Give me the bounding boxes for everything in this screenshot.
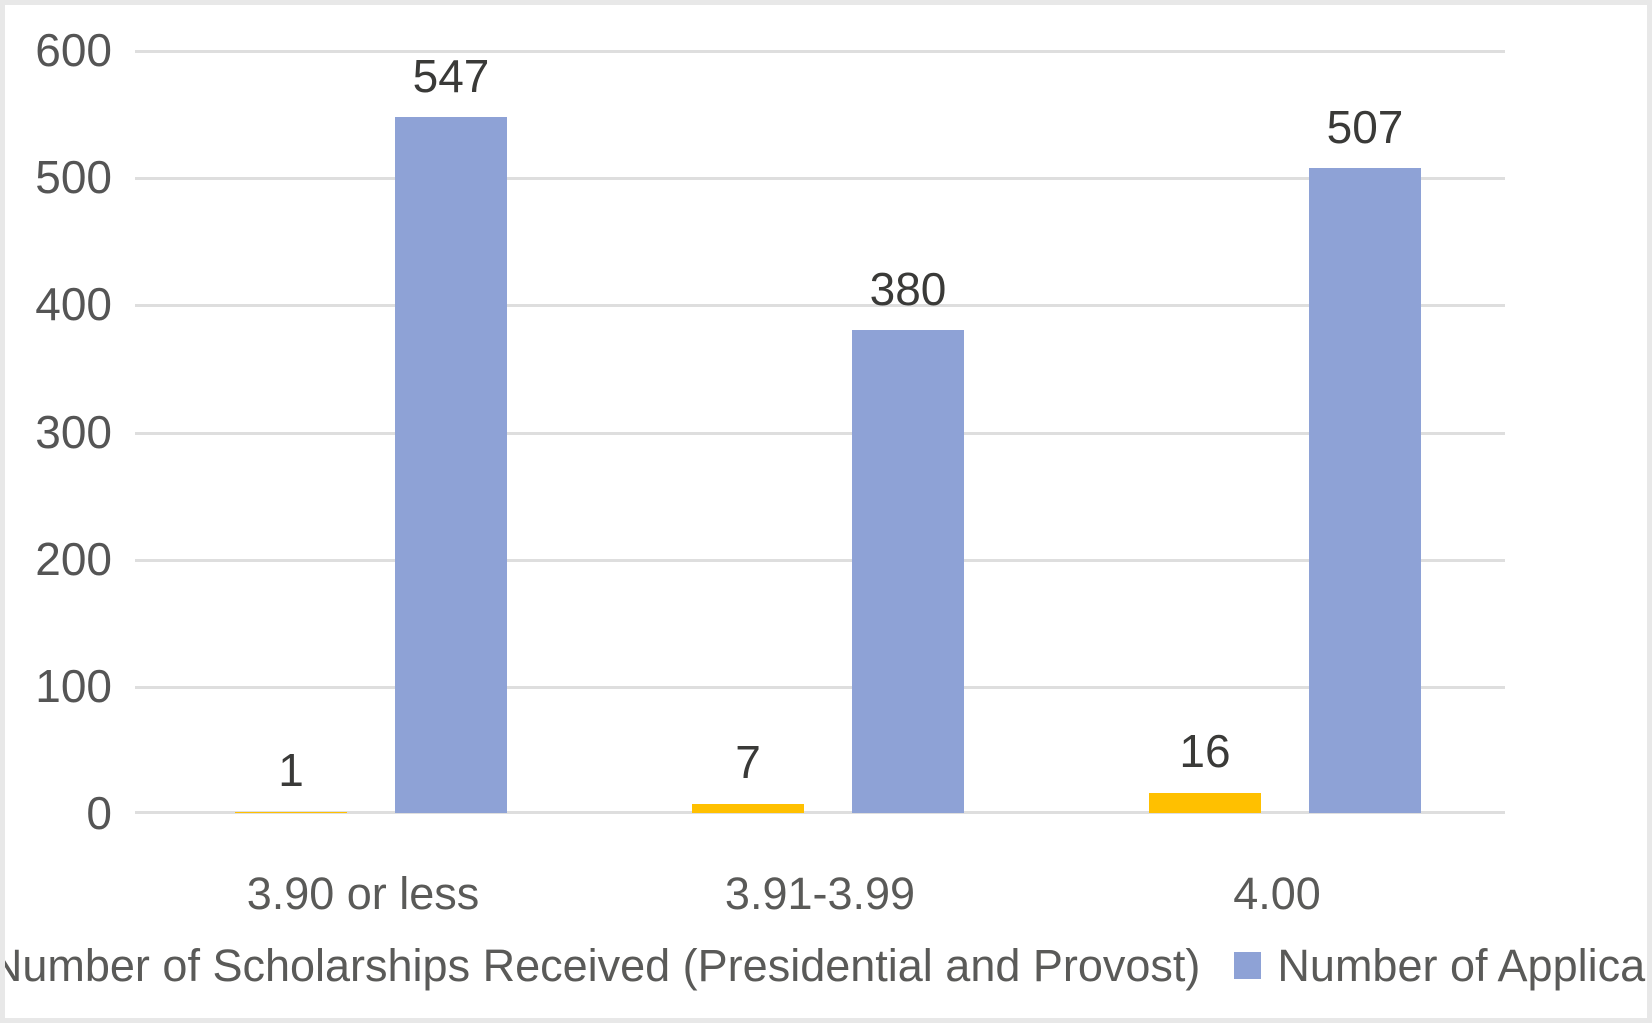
bar-applicants-2[interactable]: [852, 330, 964, 813]
bar-applicants-3[interactable]: [1309, 168, 1421, 813]
gridline-300: [135, 432, 1505, 435]
category-group-3: 16 507: [1049, 50, 1506, 813]
legend-swatch-applicants-icon: [1234, 952, 1262, 979]
x-axis-label-3: 4.00: [1233, 868, 1321, 919]
legend-label-scholarships: Number of Scholarships Received (Preside…: [0, 940, 1201, 991]
bar-scholarships-2[interactable]: [692, 804, 804, 813]
y-axis-tick-100: 100: [35, 660, 112, 712]
bar-value-applicants-1: 547: [412, 50, 490, 102]
category-group-2: 7 380: [592, 50, 1049, 813]
y-axis-tick-300: 300: [35, 406, 112, 458]
chart-legend: Number of Scholarships Received (Preside…: [5, 943, 1647, 988]
bar-value-scholarships-2: 7: [735, 736, 761, 788]
gridline-200: [135, 559, 1505, 562]
y-axis-tick-600: 600: [35, 24, 112, 76]
plot-area: 1 547 7 380 16 507: [135, 50, 1506, 814]
gridline-500: [135, 177, 1505, 180]
gridline-100: [135, 686, 1505, 689]
gridline-400: [135, 304, 1505, 307]
gridline-0-baseline: [135, 811, 1505, 814]
legend-entry-applicants[interactable]: Number of Applicants: [1234, 940, 1647, 991]
bar-scholarships-1[interactable]: [235, 812, 347, 813]
x-axis-label-1: 3.90 or less: [246, 868, 480, 919]
gridline-600: [135, 50, 1505, 53]
y-axis-tick-0: 0: [86, 787, 112, 839]
y-axis-tick-400: 400: [35, 278, 112, 330]
y-axis-tick-200: 200: [35, 533, 112, 585]
x-axis-label-2: 3.91-3.99: [724, 868, 916, 919]
bar-scholarships-3[interactable]: [1149, 793, 1261, 813]
category-group-1: 1 547: [135, 50, 592, 813]
bar-applicants-1[interactable]: [395, 117, 507, 813]
legend-entry-scholarships[interactable]: Number of Scholarships Received (Preside…: [0, 940, 1201, 991]
bar-value-applicants-2: 380: [869, 263, 947, 315]
y-axis-tick-500: 500: [35, 151, 112, 203]
bar-value-applicants-3: 507: [1326, 101, 1404, 153]
legend-label-applicants: Number of Applicants: [1277, 940, 1647, 991]
bar-value-scholarships-1: 1: [278, 744, 304, 796]
bar-value-scholarships-3: 16: [1179, 725, 1231, 777]
